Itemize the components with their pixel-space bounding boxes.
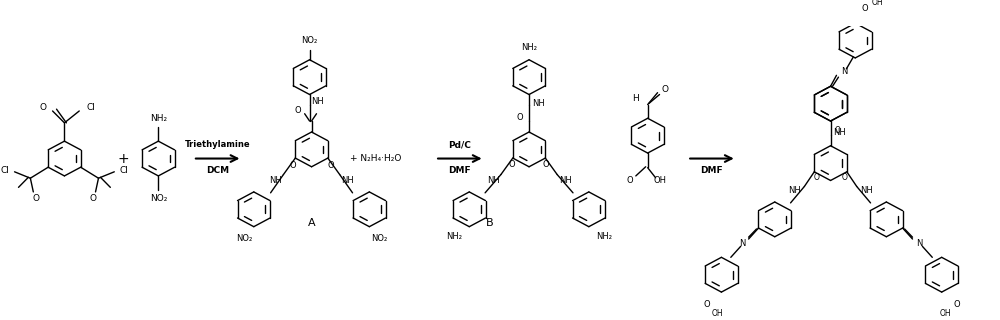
Text: O: O (862, 4, 868, 13)
Text: OH: OH (940, 308, 951, 318)
Text: O: O (543, 160, 550, 169)
Text: N: N (916, 239, 923, 248)
Text: Cl: Cl (87, 103, 96, 112)
Text: B: B (486, 218, 493, 228)
Text: O: O (953, 300, 960, 309)
Text: O: O (662, 84, 669, 93)
Text: OH: OH (653, 176, 666, 185)
Text: DMF: DMF (701, 166, 723, 175)
Text: DCM: DCM (206, 166, 229, 175)
Text: O: O (703, 300, 710, 309)
Text: O: O (33, 194, 40, 203)
Text: NH₂: NH₂ (521, 44, 537, 52)
Text: NH: NH (788, 186, 801, 195)
Text: OH: OH (712, 308, 723, 318)
Text: Pd/C: Pd/C (448, 140, 471, 149)
Text: NH₂: NH₂ (446, 232, 462, 241)
Text: NH: NH (559, 176, 571, 185)
Text: N: N (841, 67, 848, 76)
Text: +: + (118, 152, 130, 165)
Text: O: O (842, 173, 848, 182)
Text: NO₂: NO₂ (150, 194, 167, 203)
Text: + N₂H₄·H₂O: + N₂H₄·H₂O (350, 154, 402, 163)
Text: NO₂: NO₂ (301, 36, 318, 45)
Text: NH: NH (533, 99, 545, 108)
Text: Triethylamine: Triethylamine (185, 140, 250, 149)
Text: NO₂: NO₂ (236, 234, 252, 243)
Text: NH: NH (311, 97, 324, 106)
Text: O: O (39, 103, 46, 112)
Text: Cl: Cl (0, 166, 9, 175)
Text: O: O (89, 194, 96, 203)
Text: DMF: DMF (449, 166, 471, 175)
Text: O: O (508, 160, 515, 169)
Text: Cl: Cl (120, 166, 129, 175)
Text: O: O (835, 126, 840, 135)
Text: O: O (627, 176, 633, 185)
Text: A: A (308, 218, 315, 228)
Text: O: O (289, 161, 296, 170)
Text: NH: NH (341, 176, 354, 186)
Text: O: O (294, 106, 301, 115)
Text: NH: NH (487, 176, 499, 185)
Text: O: O (813, 173, 819, 182)
Text: O: O (327, 161, 334, 170)
Text: NH₂: NH₂ (596, 232, 612, 241)
Text: NH: NH (860, 186, 873, 195)
Text: O: O (517, 113, 523, 122)
Text: N: N (739, 239, 746, 248)
Text: NH: NH (833, 127, 846, 137)
Text: NO₂: NO₂ (371, 234, 387, 243)
Text: NH₂: NH₂ (150, 114, 167, 123)
Text: OH: OH (871, 0, 883, 7)
Text: NH: NH (269, 176, 282, 186)
Text: H: H (632, 94, 639, 103)
